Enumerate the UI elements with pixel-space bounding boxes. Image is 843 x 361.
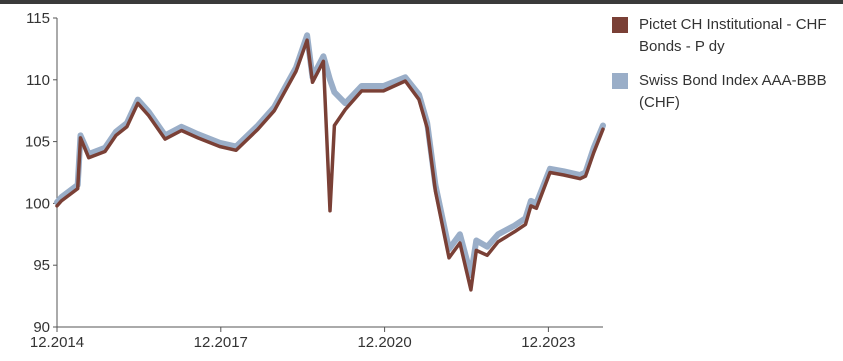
y-tick-label: 105 — [25, 134, 50, 151]
legend-label-sbi: Swiss Bond Index AAA-BBB (CHF) — [639, 72, 827, 111]
legend-swatch-pictet — [612, 17, 628, 33]
y-tick-label: 90 — [33, 319, 50, 336]
legend-item-pictet: Pictet CH Institutional - CHF Bonds - P … — [612, 14, 840, 58]
y-tick-label: 95 — [33, 257, 50, 274]
chart-tick-labels: 90 95 100 105 110 115 12.2014 12.2017 12.2020 12.… — [25, 10, 576, 351]
series-line-pictet — [55, 38, 605, 292]
y-tick-label: 115 — [26, 10, 50, 27]
series-line-sbi — [54, 32, 606, 279]
chart-series-layer — [54, 32, 606, 292]
y-tick-label: 110 — [26, 72, 50, 89]
top-rule — [0, 0, 843, 4]
y-tick-label: 100 — [25, 195, 50, 212]
legend-item-sbi: Swiss Bond Index AAA-BBB (CHF) — [612, 70, 840, 114]
x-tick-label: 12.2023 — [521, 334, 575, 351]
x-tick-label: 12.2017 — [194, 334, 248, 351]
chart-legend: Pictet CH Institutional - CHF Bonds - P … — [612, 14, 840, 126]
x-tick-label: 12.2020 — [357, 334, 411, 351]
legend-swatch-sbi — [612, 73, 628, 89]
legend-label-pictet: Pictet CH Institutional - CHF Bonds - P … — [639, 16, 827, 55]
x-tick-label: 12.2014 — [30, 334, 84, 351]
